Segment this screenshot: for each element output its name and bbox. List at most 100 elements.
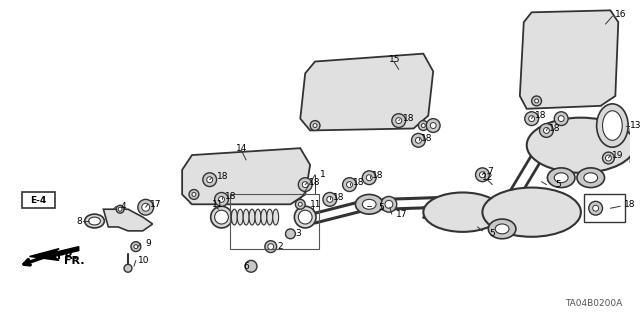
- Ellipse shape: [593, 205, 598, 211]
- Bar: [22, 192, 55, 208]
- Text: 1: 1: [320, 170, 326, 179]
- Ellipse shape: [285, 229, 295, 239]
- Ellipse shape: [602, 111, 622, 140]
- Ellipse shape: [267, 209, 273, 225]
- Text: 18: 18: [403, 114, 414, 123]
- Ellipse shape: [189, 189, 199, 199]
- Ellipse shape: [421, 123, 426, 128]
- Ellipse shape: [495, 224, 509, 234]
- Text: 5: 5: [378, 203, 384, 212]
- Ellipse shape: [232, 209, 237, 225]
- Text: 18: 18: [353, 178, 364, 187]
- Ellipse shape: [584, 173, 598, 183]
- Ellipse shape: [138, 199, 154, 215]
- Ellipse shape: [423, 192, 502, 232]
- Ellipse shape: [124, 264, 132, 272]
- Ellipse shape: [207, 177, 212, 183]
- Text: 17: 17: [150, 200, 161, 209]
- Text: 2: 2: [278, 242, 284, 251]
- Text: 18: 18: [333, 193, 344, 202]
- Ellipse shape: [419, 121, 428, 130]
- Text: 18: 18: [534, 111, 546, 120]
- Ellipse shape: [294, 206, 316, 228]
- Ellipse shape: [543, 128, 549, 133]
- Text: 9: 9: [146, 239, 152, 248]
- Ellipse shape: [554, 112, 568, 126]
- Ellipse shape: [540, 123, 554, 137]
- Text: TA04B0200A: TA04B0200A: [565, 299, 622, 308]
- Ellipse shape: [255, 209, 261, 225]
- Ellipse shape: [430, 122, 436, 129]
- Ellipse shape: [310, 121, 320, 130]
- Ellipse shape: [346, 182, 353, 188]
- Ellipse shape: [298, 178, 312, 191]
- Ellipse shape: [577, 168, 605, 188]
- Text: 18: 18: [372, 171, 383, 180]
- Text: 12: 12: [483, 173, 494, 182]
- Ellipse shape: [396, 118, 402, 123]
- Ellipse shape: [554, 173, 568, 183]
- Ellipse shape: [214, 210, 228, 224]
- Text: 6: 6: [243, 262, 249, 271]
- Ellipse shape: [214, 192, 228, 206]
- Text: 15: 15: [389, 55, 401, 64]
- Text: 11: 11: [310, 200, 322, 209]
- Bar: [584, 195, 625, 222]
- Ellipse shape: [532, 96, 541, 106]
- Text: 18: 18: [216, 172, 228, 181]
- Text: 18: 18: [309, 178, 321, 187]
- Ellipse shape: [362, 171, 376, 185]
- Text: 13: 13: [630, 121, 640, 130]
- Ellipse shape: [589, 201, 602, 215]
- Text: 11: 11: [212, 200, 223, 209]
- Ellipse shape: [88, 217, 100, 225]
- Ellipse shape: [385, 200, 393, 208]
- Ellipse shape: [605, 155, 611, 161]
- Text: 16: 16: [615, 10, 627, 19]
- Text: 14: 14: [236, 144, 248, 153]
- Ellipse shape: [362, 199, 376, 209]
- Ellipse shape: [323, 192, 337, 206]
- Ellipse shape: [265, 241, 276, 253]
- Text: 18: 18: [225, 192, 236, 201]
- Polygon shape: [29, 247, 79, 260]
- Text: 7: 7: [487, 167, 493, 176]
- Ellipse shape: [529, 116, 534, 122]
- Ellipse shape: [268, 244, 274, 249]
- Text: E-4: E-4: [30, 196, 47, 205]
- Text: 8: 8: [77, 217, 83, 226]
- Ellipse shape: [392, 114, 406, 128]
- Ellipse shape: [261, 209, 267, 225]
- Ellipse shape: [558, 116, 564, 122]
- Ellipse shape: [245, 260, 257, 272]
- Ellipse shape: [298, 202, 302, 206]
- Ellipse shape: [547, 168, 575, 188]
- Ellipse shape: [313, 123, 317, 128]
- Ellipse shape: [243, 209, 249, 225]
- Ellipse shape: [342, 178, 356, 191]
- Ellipse shape: [596, 104, 628, 147]
- Ellipse shape: [84, 214, 104, 228]
- Text: 3: 3: [295, 229, 301, 238]
- Polygon shape: [520, 10, 618, 109]
- Ellipse shape: [116, 205, 124, 213]
- Ellipse shape: [476, 168, 490, 182]
- Polygon shape: [182, 148, 310, 204]
- Ellipse shape: [298, 210, 312, 224]
- Ellipse shape: [211, 206, 232, 228]
- Ellipse shape: [302, 182, 308, 188]
- Ellipse shape: [295, 199, 305, 209]
- Text: 5: 5: [490, 229, 495, 238]
- Text: 18: 18: [421, 134, 433, 143]
- Text: FR.: FR.: [57, 251, 77, 262]
- Ellipse shape: [142, 203, 150, 211]
- Ellipse shape: [415, 137, 421, 143]
- Ellipse shape: [525, 112, 538, 126]
- Ellipse shape: [273, 209, 278, 225]
- Ellipse shape: [355, 195, 383, 214]
- Ellipse shape: [488, 219, 516, 239]
- Ellipse shape: [602, 152, 614, 164]
- Ellipse shape: [134, 245, 138, 249]
- Text: 18: 18: [624, 200, 636, 209]
- Bar: [230, 195, 319, 249]
